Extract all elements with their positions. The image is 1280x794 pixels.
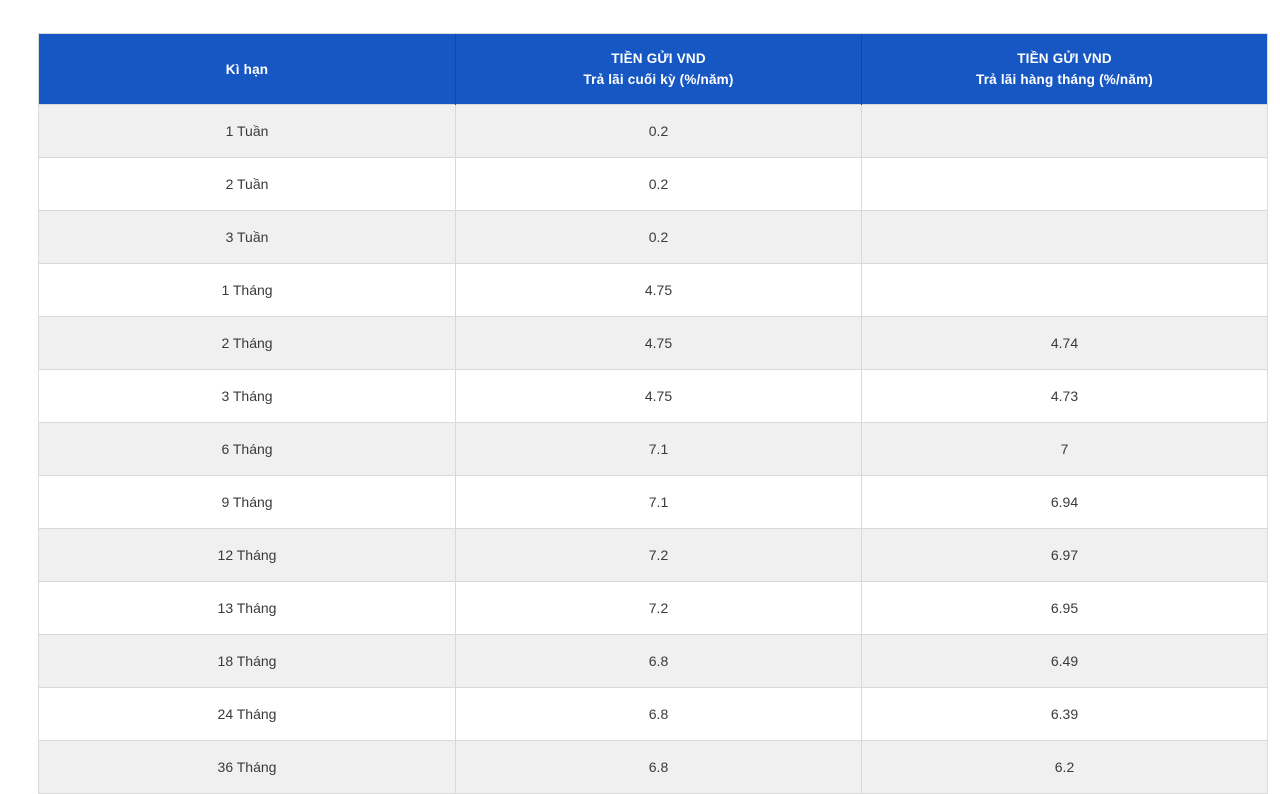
monthly-rate-cell: 6.97 bbox=[861, 528, 1268, 582]
term-cell: 9 Tháng bbox=[38, 475, 456, 529]
end-of-term-rate-cell: 0.2 bbox=[455, 210, 862, 264]
interest-rate-table: Kì hạn TIỀN GỬI VND Trả lãi cuối kỳ (%/n… bbox=[38, 33, 1268, 794]
monthly-rate-cell: 6.39 bbox=[861, 687, 1268, 741]
end-of-term-rate-cell: 7.2 bbox=[455, 581, 862, 635]
column-header-monthly-line2: Trả lãi hàng tháng (%/năm) bbox=[976, 72, 1153, 87]
interest-rate-table-container: Kì hạn TIỀN GỬI VND Trả lãi cuối kỳ (%/n… bbox=[38, 33, 1268, 794]
table-row: 3 Tuần 0.2 bbox=[38, 210, 1268, 264]
column-header-term-label: Kì hạn bbox=[225, 61, 269, 77]
header-row: Kì hạn TIỀN GỬI VND Trả lãi cuối kỳ (%/n… bbox=[38, 33, 1268, 105]
table-row: 2 Tháng 4.75 4.74 bbox=[38, 316, 1268, 370]
end-of-term-rate-cell: 7.2 bbox=[455, 528, 862, 582]
column-header-end-of-term: TIỀN GỬI VND Trả lãi cuối kỳ (%/năm) bbox=[455, 33, 862, 105]
monthly-rate-cell: 6.95 bbox=[861, 581, 1268, 635]
table-row: 2 Tuần 0.2 bbox=[38, 157, 1268, 211]
term-cell: 1 Tuần bbox=[38, 104, 456, 158]
end-of-term-rate-cell: 6.8 bbox=[455, 740, 862, 794]
column-header-term: Kì hạn bbox=[38, 33, 456, 105]
table-row: 18 Tháng 6.8 6.49 bbox=[38, 634, 1268, 688]
term-cell: 6 Tháng bbox=[38, 422, 456, 476]
end-of-term-rate-cell: 0.2 bbox=[455, 104, 862, 158]
column-header-monthly: TIỀN GỬI VND Trả lãi hàng tháng (%/năm) bbox=[861, 33, 1268, 105]
table-body: 1 Tuần 0.2 2 Tuần 0.2 3 Tuần 0.2 1 Tháng 4.75 2 … bbox=[38, 104, 1268, 794]
monthly-rate-cell bbox=[861, 210, 1268, 264]
monthly-rate-cell: 4.73 bbox=[861, 369, 1268, 423]
term-cell: 2 Tuần bbox=[38, 157, 456, 211]
end-of-term-rate-cell: 4.75 bbox=[455, 369, 862, 423]
column-header-end-of-term-line2: Trả lãi cuối kỳ (%/năm) bbox=[583, 72, 734, 87]
table-row: 6 Tháng 7.1 7 bbox=[38, 422, 1268, 476]
monthly-rate-cell bbox=[861, 263, 1268, 317]
table-row: 24 Tháng 6.8 6.39 bbox=[38, 687, 1268, 741]
monthly-rate-cell: 4.74 bbox=[861, 316, 1268, 370]
table-row: 13 Tháng 7.2 6.95 bbox=[38, 581, 1268, 635]
term-cell: 12 Tháng bbox=[38, 528, 456, 582]
table-row: 3 Tháng 4.75 4.73 bbox=[38, 369, 1268, 423]
table-row: 12 Tháng 7.2 6.97 bbox=[38, 528, 1268, 582]
monthly-rate-cell bbox=[861, 104, 1268, 158]
table-row: 1 Tháng 4.75 bbox=[38, 263, 1268, 317]
end-of-term-rate-cell: 4.75 bbox=[455, 316, 862, 370]
term-cell: 1 Tháng bbox=[38, 263, 456, 317]
term-cell: 3 Tháng bbox=[38, 369, 456, 423]
monthly-rate-cell: 6.49 bbox=[861, 634, 1268, 688]
end-of-term-rate-cell: 6.8 bbox=[455, 634, 862, 688]
table-row: 9 Tháng 7.1 6.94 bbox=[38, 475, 1268, 529]
end-of-term-rate-cell: 0.2 bbox=[455, 157, 862, 211]
term-cell: 13 Tháng bbox=[38, 581, 456, 635]
end-of-term-rate-cell: 7.1 bbox=[455, 422, 862, 476]
monthly-rate-cell: 7 bbox=[861, 422, 1268, 476]
monthly-rate-cell: 6.94 bbox=[861, 475, 1268, 529]
term-cell: 2 Tháng bbox=[38, 316, 456, 370]
end-of-term-rate-cell: 4.75 bbox=[455, 263, 862, 317]
term-cell: 36 Tháng bbox=[38, 740, 456, 794]
monthly-rate-cell bbox=[861, 157, 1268, 211]
column-header-end-of-term-line1: TIỀN GỬI VND bbox=[611, 51, 706, 66]
end-of-term-rate-cell: 6.8 bbox=[455, 687, 862, 741]
column-header-monthly-line1: TIỀN GỬI VND bbox=[1017, 51, 1112, 66]
term-cell: 18 Tháng bbox=[38, 634, 456, 688]
term-cell: 24 Tháng bbox=[38, 687, 456, 741]
monthly-rate-cell: 6.2 bbox=[861, 740, 1268, 794]
table-header: Kì hạn TIỀN GỬI VND Trả lãi cuối kỳ (%/n… bbox=[38, 33, 1268, 105]
table-row: 1 Tuần 0.2 bbox=[38, 104, 1268, 158]
table-row: 36 Tháng 6.8 6.2 bbox=[38, 740, 1268, 794]
term-cell: 3 Tuần bbox=[38, 210, 456, 264]
end-of-term-rate-cell: 7.1 bbox=[455, 475, 862, 529]
